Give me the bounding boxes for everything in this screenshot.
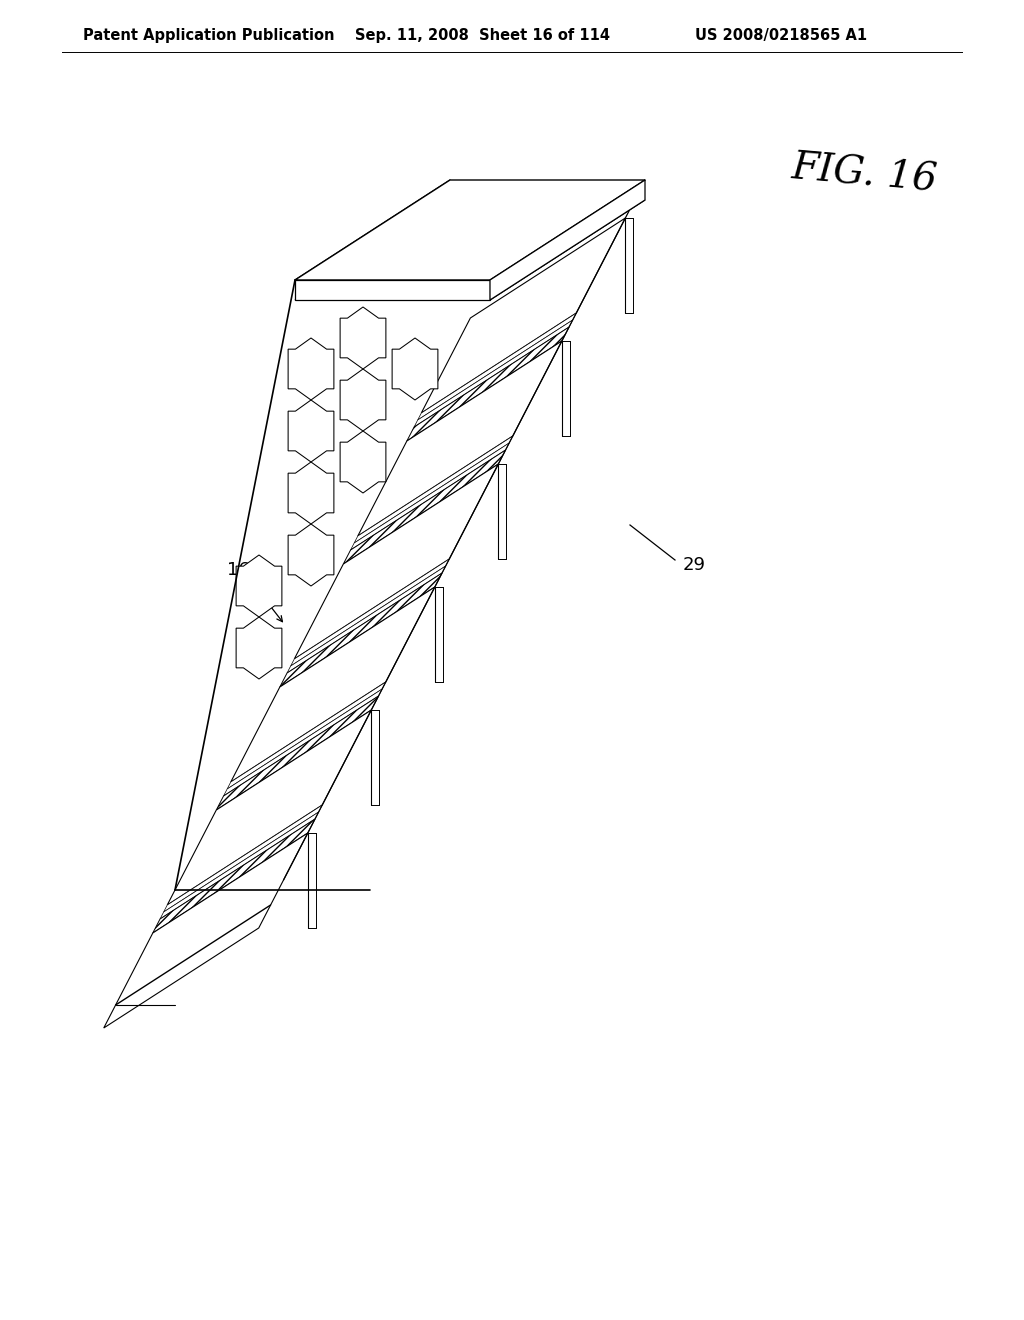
Polygon shape [418, 313, 577, 420]
Polygon shape [490, 180, 645, 300]
Polygon shape [407, 327, 569, 441]
Polygon shape [287, 566, 445, 673]
Polygon shape [288, 338, 334, 400]
Polygon shape [340, 432, 386, 492]
Text: US 2008/0218565 A1: US 2008/0218565 A1 [695, 28, 867, 44]
Polygon shape [295, 201, 645, 300]
Polygon shape [414, 319, 572, 426]
Polygon shape [288, 400, 334, 462]
Polygon shape [164, 805, 323, 912]
Text: 29: 29 [683, 556, 706, 574]
Polygon shape [227, 682, 386, 789]
Polygon shape [343, 450, 506, 564]
Polygon shape [230, 587, 435, 781]
Polygon shape [295, 180, 645, 280]
Polygon shape [280, 573, 442, 686]
Polygon shape [295, 280, 490, 300]
Polygon shape [153, 818, 315, 933]
Polygon shape [350, 444, 509, 550]
Text: 16: 16 [226, 561, 250, 579]
Polygon shape [237, 554, 282, 616]
Polygon shape [223, 689, 382, 796]
Polygon shape [160, 812, 318, 919]
Text: Sep. 11, 2008  Sheet 16 of 114: Sep. 11, 2008 Sheet 16 of 114 [355, 28, 610, 44]
Polygon shape [421, 218, 626, 413]
Polygon shape [392, 338, 438, 400]
Polygon shape [288, 462, 334, 524]
Polygon shape [357, 341, 562, 536]
Text: Patent Application Publication: Patent Application Publication [83, 28, 335, 44]
Polygon shape [354, 436, 513, 543]
Polygon shape [216, 696, 379, 810]
Polygon shape [237, 616, 282, 678]
Polygon shape [340, 370, 386, 432]
Polygon shape [103, 833, 308, 1028]
Polygon shape [294, 465, 499, 659]
Polygon shape [288, 524, 334, 586]
Polygon shape [340, 308, 386, 370]
Polygon shape [291, 558, 450, 667]
Polygon shape [167, 710, 372, 906]
Text: FIG. 16: FIG. 16 [790, 150, 939, 199]
